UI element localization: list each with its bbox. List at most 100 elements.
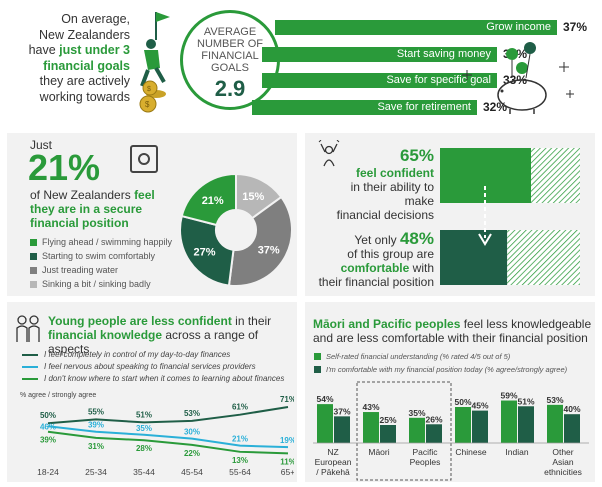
legend-line	[22, 377, 38, 380]
x-tick-label: 25-34	[85, 467, 107, 477]
category-label: Other	[552, 447, 573, 457]
legend-swatch	[314, 353, 321, 360]
data-label: 51%	[136, 410, 152, 419]
intro-line-6: working towards	[39, 89, 130, 104]
donut-slice	[227, 195, 293, 287]
intro-line-2: New Zealanders	[38, 27, 130, 42]
confidence-bar-hatch	[507, 230, 580, 285]
bar	[518, 406, 534, 443]
intro-line-4: financial goals	[43, 58, 130, 73]
x-tick-label: 45-54	[181, 467, 203, 477]
goal-value: 32%	[483, 100, 508, 114]
category-label: Chinese	[455, 447, 486, 457]
confidence-text-1: 65% feel confident in their ability to m…	[330, 146, 434, 222]
maori-title: Māori and Pacific peoples feel less know…	[313, 317, 592, 345]
goal-bar: Grow income	[275, 20, 557, 35]
x-tick-label: 35-44	[133, 467, 155, 477]
goal-bar: Save for retirement	[252, 100, 477, 115]
young-line-chart: 50% 55% 51% 53% 61% 71% 46% 39% 35% 30% 21% 19% 39% 3…	[37, 395, 294, 477]
data-label: 13%	[232, 456, 248, 465]
bar	[472, 410, 488, 443]
circle-line-2: NUMBER OF	[197, 38, 263, 50]
intro-line-1: On average,	[61, 12, 130, 26]
data-label: 55%	[88, 407, 104, 416]
data-label: 50%	[40, 411, 56, 420]
legend-label: Starting to swim comfortably	[42, 251, 156, 261]
legend-label: Flying ahead / swimming happily	[42, 237, 173, 247]
bar-value-label: 45%	[471, 401, 488, 411]
legend-label: I feel completely in control of my day-t…	[44, 350, 231, 359]
bar	[409, 417, 425, 443]
maori-legend-item: Self-rated financial understanding (% ra…	[314, 352, 510, 361]
bar	[363, 412, 379, 443]
arrow-head	[478, 233, 492, 246]
bar-value-label: 54%	[316, 394, 333, 404]
secure-just: Just	[30, 138, 53, 152]
svg-text:$: $	[147, 86, 151, 93]
highlight-box	[356, 381, 452, 481]
x-tick-label: 65+	[281, 467, 294, 477]
data-label: 71%	[280, 395, 294, 404]
bar	[564, 414, 580, 443]
intro-highlight: just under 3	[59, 43, 130, 57]
bar-value-label: 51%	[517, 396, 534, 406]
legend-swatch	[30, 266, 37, 274]
data-label: 30%	[184, 428, 200, 437]
secure-donut-chart: 15% 37% 27% 21%	[179, 172, 293, 287]
secure-legend-item: Just treading water	[30, 265, 118, 275]
category-label: Peoples	[410, 457, 441, 467]
confidence-bar-hatch	[531, 148, 580, 203]
goal-bar: Start saving money	[262, 47, 497, 62]
series-line	[47, 430, 289, 455]
data-label: 22%	[184, 449, 200, 458]
secure-legend-item: Flying ahead / swimming happily	[30, 237, 172, 247]
data-label: 46%	[40, 422, 56, 431]
legend-swatch	[314, 366, 321, 373]
series-line	[47, 405, 289, 425]
category-label: Asian	[552, 457, 574, 467]
bar	[380, 425, 396, 443]
confidence-bars	[440, 148, 580, 285]
secure-percentage: 21%	[28, 147, 101, 188]
intro-line-3: have just under 3	[28, 43, 130, 57]
legend-swatch	[30, 252, 37, 260]
data-label: 19%	[280, 436, 294, 445]
young-legend-item: I don't know where to start when it come…	[22, 374, 284, 383]
svg-text:$: $	[145, 100, 150, 109]
category-label: ethnicities	[544, 467, 582, 477]
donut-label: 37%	[258, 244, 280, 256]
young-legend-item: I feel nervous about speaking to financi…	[22, 362, 256, 371]
safe-icon	[130, 145, 158, 173]
legend-label: Self-rated financial understanding (% ra…	[326, 352, 511, 361]
bar	[547, 404, 563, 443]
donut-label: 21%	[202, 195, 224, 207]
bar-value-label: 25%	[379, 415, 396, 425]
circle-line-4: GOALS	[211, 62, 249, 74]
secure-legend-item: Starting to swim comfortably	[30, 251, 155, 261]
legend-label: I feel nervous about speaking to financi…	[44, 362, 256, 371]
climbing-person-icon: $ $	[139, 12, 170, 113]
legend-label: I'm comfortable with my financial positi…	[326, 365, 568, 374]
secure-text: of New Zealanders feel they are in a sec…	[30, 188, 155, 230]
data-label: 53%	[184, 409, 200, 418]
bar-value-label: 53%	[546, 395, 563, 405]
legend-label: Sinking a bit / sinking badly	[42, 279, 151, 289]
celebrating-person-icon	[318, 140, 340, 167]
secure-legend-item: Sinking a bit / sinking badly	[30, 279, 151, 289]
bar	[334, 416, 350, 443]
piggy-bank-icon	[462, 42, 574, 114]
data-label: 61%	[232, 403, 248, 412]
bar-value-label: 26%	[425, 414, 442, 424]
goal-value: 37%	[563, 20, 588, 34]
data-label: 21%	[232, 435, 248, 444]
bar-value-label: 37%	[333, 406, 350, 416]
intro-line-5: they are actively	[39, 74, 130, 88]
circle-value: 2.9	[214, 76, 246, 101]
bar	[501, 400, 517, 443]
data-label: 39%	[40, 436, 56, 445]
legend-swatch	[30, 238, 37, 246]
young-title: Young people are less confident in their…	[48, 314, 272, 356]
legend-label: Just treading water	[42, 265, 119, 275]
data-label: 35%	[136, 424, 152, 433]
